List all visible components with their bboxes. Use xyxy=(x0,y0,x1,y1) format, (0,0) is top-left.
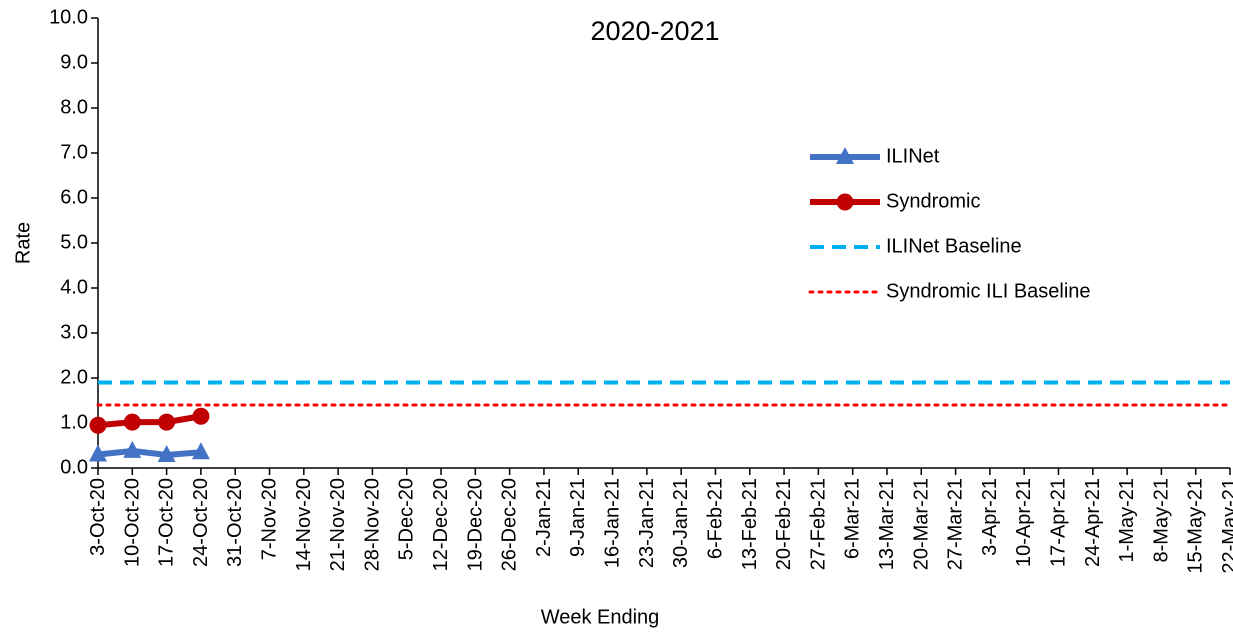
x-tick-label: 28-Nov-20 xyxy=(361,478,383,571)
x-tick-label: 22-May-21 xyxy=(1219,478,1233,574)
x-tick-label: 20-Feb-21 xyxy=(773,478,795,570)
x-tick-label: 10-Oct-20 xyxy=(121,478,143,567)
x-tick-label: 10-Apr-21 xyxy=(1013,478,1035,567)
x-tick-label: 12-Dec-20 xyxy=(430,478,452,571)
series-line xyxy=(97,447,202,458)
x-tick-label: 27-Feb-21 xyxy=(807,478,829,570)
x-tick-label: 21-Nov-20 xyxy=(327,478,349,571)
y-tick-label: 4.0 xyxy=(60,276,88,298)
x-tick-label: 2-Jan-21 xyxy=(533,478,555,557)
data-point xyxy=(89,416,107,434)
data-point xyxy=(157,444,176,462)
x-tick-label: 1-May-21 xyxy=(1116,478,1138,562)
y-tick-label: 1.0 xyxy=(60,411,88,433)
x-tick-label: 27-Mar-21 xyxy=(945,478,967,570)
x-tick-label: 17-Oct-20 xyxy=(156,478,178,567)
series-line xyxy=(97,413,202,429)
x-tick-label: 13-Mar-21 xyxy=(876,478,898,570)
data-point xyxy=(89,444,107,462)
data-point xyxy=(191,442,210,460)
x-tick-label: 6-Mar-21 xyxy=(842,478,864,559)
y-tick-label: 3.0 xyxy=(60,321,88,343)
x-axis-title: Week Ending xyxy=(541,606,660,628)
legend-label: Syndromic ILI Baseline xyxy=(886,280,1091,302)
legend-label: ILINet xyxy=(886,145,940,167)
y-tick-label: 2.0 xyxy=(60,366,88,388)
x-tick-label: 24-Oct-20 xyxy=(190,478,212,567)
data-point xyxy=(192,407,210,425)
x-tick-label: 24-Apr-21 xyxy=(1082,478,1104,567)
x-tick-label: 17-Apr-21 xyxy=(1047,478,1069,567)
x-tick-label: 9-Jan-21 xyxy=(567,478,589,557)
x-tick-label: 8-May-21 xyxy=(1150,478,1172,562)
x-tick-label: 5-Dec-20 xyxy=(396,478,418,560)
x-tick-label: 15-May-21 xyxy=(1185,478,1207,574)
x-tick-label: 23-Jan-21 xyxy=(636,478,658,568)
y-tick-label: 9.0 xyxy=(60,51,88,73)
y-tick-label: 7.0 xyxy=(60,141,88,163)
x-tick-label: 31-Oct-20 xyxy=(224,478,246,567)
x-tick-label: 3-Apr-21 xyxy=(979,478,1001,556)
legend-marker xyxy=(836,147,854,164)
x-tick-label: 3-Oct-20 xyxy=(87,478,109,556)
data-point xyxy=(123,413,141,431)
legend-label: Syndromic xyxy=(886,190,980,212)
x-tick-label: 20-Mar-21 xyxy=(910,478,932,570)
y-tick-label: 5.0 xyxy=(60,231,88,253)
y-tick-label: 6.0 xyxy=(60,186,88,208)
x-tick-label: 26-Dec-20 xyxy=(499,478,521,571)
x-tick-label: 6-Feb-21 xyxy=(704,478,726,559)
data-point xyxy=(123,440,142,458)
x-tick-label: 16-Jan-21 xyxy=(602,478,624,568)
data-point xyxy=(158,413,176,431)
x-tick-label: 7-Nov-20 xyxy=(259,478,281,560)
legend-label: ILINet Baseline xyxy=(886,235,1022,257)
legend-marker xyxy=(836,193,854,211)
chart-title: 2020-2021 xyxy=(590,16,719,46)
x-tick-label: 13-Feb-21 xyxy=(739,478,761,570)
x-tick-label: 30-Jan-21 xyxy=(670,478,692,568)
x-tick-label: 14-Nov-20 xyxy=(293,478,315,571)
y-axis-title: Rate xyxy=(12,222,34,264)
y-tick-label: 0.0 xyxy=(60,456,88,478)
y-tick-label: 10.0 xyxy=(49,6,88,28)
y-tick-label: 8.0 xyxy=(60,96,88,118)
x-tick-label: 19-Dec-20 xyxy=(464,478,486,571)
